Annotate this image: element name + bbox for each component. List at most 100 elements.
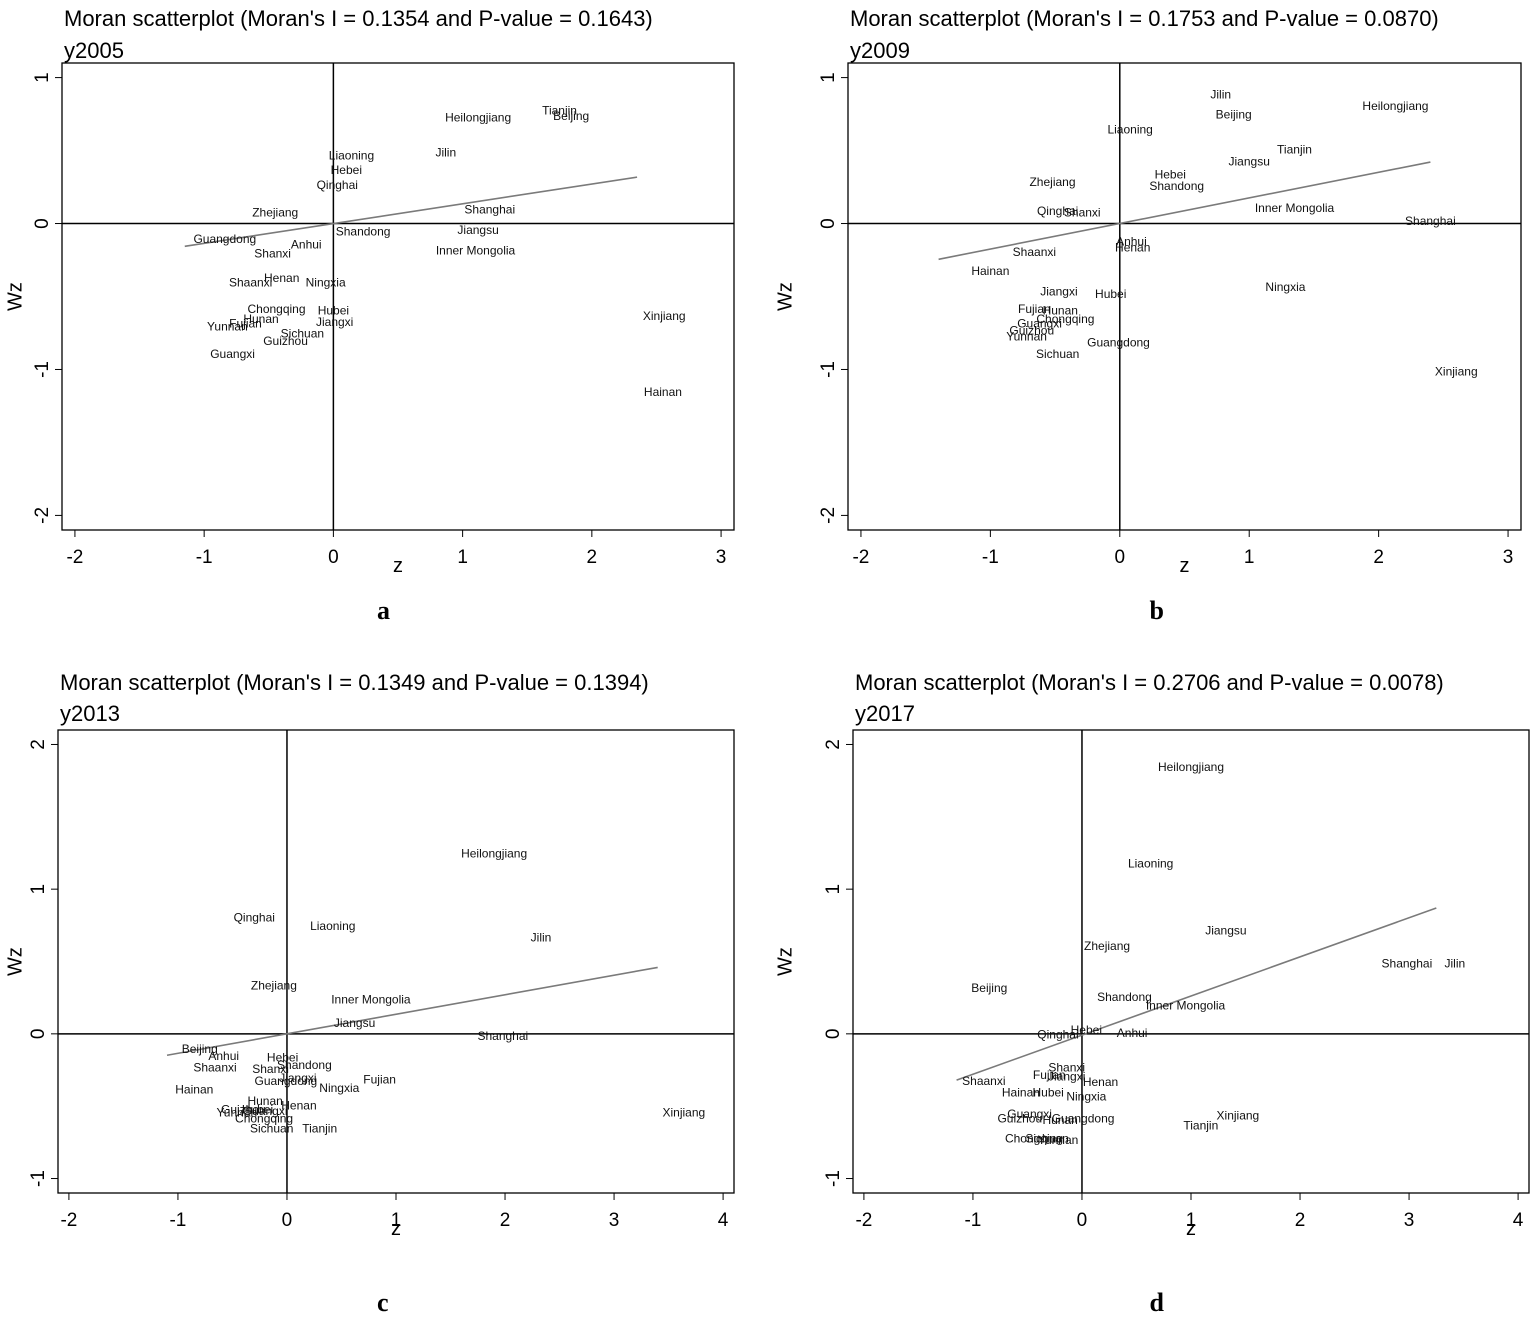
x-tick-label: 2 bbox=[1373, 547, 1384, 568]
point-label: Jilin bbox=[435, 146, 456, 160]
point-label: Tianjin bbox=[1277, 143, 1312, 157]
point-label: Hunan bbox=[1043, 303, 1078, 317]
scatter-plot: -2 -1 0 1 2 3 -2 -1 0 1 z Wz Jilin Heilongjiang Beijin… bbox=[774, 62, 1522, 577]
x-tick-label: 0 bbox=[1077, 1210, 1088, 1231]
point-label: Zhejiang bbox=[1084, 939, 1130, 953]
panel-label: c bbox=[377, 1288, 389, 1317]
point-label: Hubei bbox=[242, 1103, 273, 1117]
x-axis-label: z bbox=[1186, 1218, 1196, 1240]
point-label: Hainan bbox=[644, 385, 682, 399]
point-label: Hubei bbox=[1095, 287, 1126, 301]
point-label: Ningxia bbox=[1066, 1090, 1106, 1104]
y-tick-label: 1 bbox=[28, 884, 49, 895]
point-label: Jiangxi bbox=[279, 1071, 316, 1085]
point-label: Zhejiang bbox=[1029, 175, 1075, 189]
point-label: Zhejiang bbox=[252, 205, 298, 219]
point-label: Guizhou bbox=[997, 1111, 1042, 1125]
fit-line bbox=[938, 161, 1431, 261]
point-label: Jiangsu bbox=[1229, 154, 1270, 168]
point-label: Shanghai bbox=[1382, 957, 1433, 971]
chart-title: Moran scatterplot (Moran's I = 0.2706 an… bbox=[855, 670, 1444, 695]
point-label: Jiangsu bbox=[334, 1016, 375, 1030]
point-label: Qinghai bbox=[1037, 204, 1078, 218]
x-tick-label: 1 bbox=[391, 1210, 402, 1231]
point-label: Guangdong bbox=[1052, 1111, 1115, 1125]
point-label: Hebei bbox=[267, 1051, 298, 1065]
point-label: Beijing bbox=[1216, 108, 1252, 122]
x-axis-label: z bbox=[393, 555, 403, 577]
point-label: Fujian bbox=[1033, 1068, 1066, 1082]
point-label: Fujian bbox=[229, 316, 262, 330]
point-label: Chongqing bbox=[1005, 1132, 1063, 1146]
chart-subtitle: y2017 bbox=[855, 701, 915, 726]
panel-a: Moran scatterplot (Moran's I = 0.1354 an… bbox=[0, 0, 770, 640]
y-tick-label: 0 bbox=[818, 218, 839, 229]
y-tick-label: 0 bbox=[28, 1029, 49, 1040]
x-axis-label: z bbox=[391, 1218, 401, 1240]
x-tick-label: 1 bbox=[1244, 547, 1255, 568]
x-tick-label: -2 bbox=[60, 1210, 77, 1231]
point-label: Heilongjiang bbox=[1362, 99, 1428, 113]
y-axis-label: Wz bbox=[774, 282, 796, 311]
chart-title: Moran scatterplot (Moran's I = 0.1354 an… bbox=[64, 6, 653, 31]
point-label: Henan bbox=[1115, 241, 1150, 255]
x-tick-label: 4 bbox=[718, 1210, 729, 1231]
point-label: Shaanxi bbox=[962, 1074, 1005, 1088]
y-tick-label: 0 bbox=[823, 1029, 844, 1040]
point-label: Yunnan bbox=[216, 1106, 257, 1120]
chart-title: Moran scatterplot (Moran's I = 0.1349 an… bbox=[60, 670, 649, 695]
x-tick-label: 1 bbox=[1186, 1210, 1197, 1231]
chart-title: Moran scatterplot (Moran's I = 0.1753 an… bbox=[850, 6, 1439, 31]
point-label: Hebei bbox=[1071, 1023, 1102, 1037]
y-tick-label: 1 bbox=[32, 72, 53, 83]
x-tick-label: -1 bbox=[196, 547, 213, 568]
point-label: Yunnan bbox=[1038, 1133, 1079, 1147]
point-label: Ningxia bbox=[1265, 280, 1305, 294]
point-label: Guizhou bbox=[1009, 324, 1054, 338]
point-label: Ningxia bbox=[306, 276, 346, 290]
point-label: Xinjiang bbox=[1217, 1108, 1260, 1122]
point-label: Hainan bbox=[1002, 1085, 1040, 1099]
x-axis-label: z bbox=[1180, 555, 1190, 577]
point-label: Henan bbox=[1083, 1075, 1118, 1089]
y-tick-label: -1 bbox=[823, 1170, 844, 1187]
panel-c: Moran scatterplot (Moran's I = 0.1349 an… bbox=[0, 655, 770, 1318]
point-label: Hainan bbox=[971, 264, 1009, 278]
y-tick-label: 1 bbox=[823, 884, 844, 895]
point-label: Xinjiang bbox=[662, 1106, 705, 1120]
point-label: Sichuan bbox=[1025, 1132, 1068, 1146]
y-tick-label: -2 bbox=[818, 507, 839, 524]
point-label: Inner Mongolia bbox=[1146, 999, 1226, 1013]
point-label: Hunan bbox=[243, 312, 278, 326]
point-label: Anhui bbox=[291, 238, 322, 252]
point-label: Shanxi bbox=[252, 1062, 289, 1076]
point-label: Xinjiang bbox=[643, 309, 686, 323]
y-tick-label: 2 bbox=[28, 739, 49, 750]
x-tick-label: 2 bbox=[500, 1210, 511, 1231]
point-label: Anhui bbox=[1117, 1026, 1148, 1040]
point-label: Hebei bbox=[331, 163, 362, 177]
y-tick-label: 0 bbox=[32, 218, 53, 229]
point-label: Anhui bbox=[1116, 235, 1147, 249]
point-label: Tianjin bbox=[1183, 1119, 1218, 1133]
point-label: Yunnan bbox=[207, 319, 248, 333]
x-tick-label: -2 bbox=[852, 547, 869, 568]
point-label: Guangxi bbox=[1017, 316, 1062, 330]
point-label: Henan bbox=[281, 1098, 316, 1112]
point-label: Shanxi bbox=[1048, 1061, 1085, 1075]
y-tick-label: 2 bbox=[823, 739, 844, 750]
point-label: Fujian bbox=[363, 1072, 396, 1086]
scatter-plot: -2 -1 0 1 2 3 4 -1 0 1 2 z Wz Heilongjiang Liaoning Jia… bbox=[774, 729, 1530, 1240]
point-label: Guangdong bbox=[1087, 335, 1150, 349]
x-tick-label: 2 bbox=[1295, 1210, 1306, 1231]
point-label: Inner Mongolia bbox=[331, 993, 411, 1007]
y-tick-label: -2 bbox=[32, 507, 53, 524]
point-label: Hainan bbox=[175, 1082, 213, 1096]
chart-subtitle: y2009 bbox=[850, 38, 910, 63]
point-label: Shanxi bbox=[254, 246, 291, 260]
point-label: Chongqing bbox=[1036, 312, 1094, 326]
fit-line bbox=[956, 907, 1437, 1081]
x-tick-label: 0 bbox=[328, 547, 339, 568]
panel-label: a bbox=[377, 596, 390, 625]
point-label: Tianjin bbox=[302, 1122, 337, 1136]
